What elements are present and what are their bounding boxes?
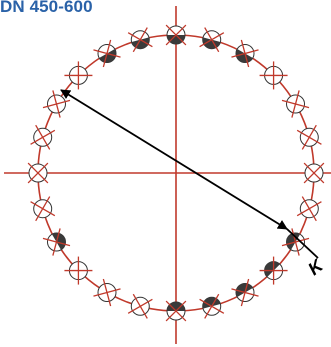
bolt-hole [93,39,121,68]
diameter-dimension-arrow [60,89,288,230]
bolt-hole [127,27,153,53]
bolt-hole [30,196,56,222]
bolt-hole [259,61,288,90]
bolt-hole [259,256,288,285]
diameter-leader-line [286,228,319,259]
bolt-hole [199,293,225,319]
bolt-hole [165,24,187,46]
bolt-hole [303,162,325,184]
bolt-hole [42,228,71,256]
bolt-hole [281,228,310,256]
diameter-label: K [304,254,328,279]
bolt-holes [27,24,325,322]
bolt-hole [30,124,56,150]
bolt-hole [231,39,259,68]
bolt-hole [27,162,49,184]
bolt-hole [296,196,322,222]
bolt-hole [231,278,259,307]
diagram-title: DN 450-600 [0,0,93,16]
bolt-hole [281,90,310,118]
bolt-hole [296,124,322,150]
bolt-hole [42,90,71,118]
bolt-hole [199,27,225,53]
bolt-hole [93,278,121,307]
bolt-hole [165,300,187,322]
bolt-hole [64,256,93,285]
bolt-hole [64,61,93,90]
bolt-hole [127,293,153,319]
